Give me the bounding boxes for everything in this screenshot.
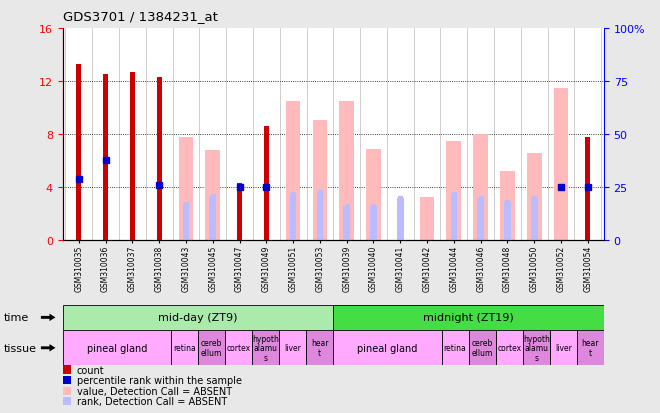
Bar bbox=[77, 65, 81, 241]
Bar bbox=[523, 330, 550, 366]
Bar bbox=[313, 120, 327, 241]
Bar bbox=[183, 205, 189, 241]
Bar bbox=[171, 330, 198, 366]
Bar bbox=[306, 330, 333, 366]
Bar bbox=[103, 75, 108, 241]
Bar bbox=[286, 102, 300, 241]
Bar bbox=[451, 194, 457, 241]
Bar bbox=[370, 207, 377, 241]
Bar bbox=[130, 73, 135, 241]
Bar bbox=[554, 88, 568, 241]
Text: hear
t: hear t bbox=[581, 339, 599, 357]
Bar bbox=[179, 138, 193, 241]
Bar bbox=[504, 203, 511, 241]
Bar bbox=[63, 330, 171, 366]
Text: percentile rank within the sample: percentile rank within the sample bbox=[77, 375, 242, 385]
Bar bbox=[279, 330, 306, 366]
Bar bbox=[225, 330, 252, 366]
Bar bbox=[397, 198, 404, 241]
Bar bbox=[290, 194, 296, 241]
Text: pineal gland: pineal gland bbox=[86, 343, 147, 353]
Bar bbox=[420, 197, 434, 241]
Bar bbox=[527, 153, 542, 241]
Bar bbox=[577, 330, 604, 366]
Bar bbox=[447, 142, 461, 241]
Text: retina: retina bbox=[173, 344, 196, 352]
Bar bbox=[477, 198, 484, 241]
Text: tissue: tissue bbox=[3, 343, 36, 353]
Text: liver: liver bbox=[555, 344, 572, 352]
Bar bbox=[264, 127, 269, 241]
Text: cereb
ellum: cereb ellum bbox=[471, 339, 493, 357]
Bar bbox=[63, 305, 333, 330]
Text: count: count bbox=[77, 365, 104, 375]
Bar bbox=[473, 135, 488, 241]
Text: hypoth
alamu
s: hypoth alamu s bbox=[252, 334, 279, 362]
Text: pineal gland: pineal gland bbox=[357, 343, 418, 353]
Text: hear
t: hear t bbox=[311, 339, 329, 357]
Bar bbox=[469, 330, 496, 366]
Bar bbox=[366, 150, 381, 241]
Text: retina: retina bbox=[444, 344, 467, 352]
Text: mid-day (ZT9): mid-day (ZT9) bbox=[158, 313, 238, 323]
Text: cortex: cortex bbox=[226, 344, 251, 352]
Text: midnight (ZT19): midnight (ZT19) bbox=[423, 313, 514, 323]
Text: value, Detection Call = ABSENT: value, Detection Call = ABSENT bbox=[77, 386, 232, 396]
Bar bbox=[237, 184, 242, 241]
Text: time: time bbox=[3, 313, 28, 323]
Text: GDS3701 / 1384231_at: GDS3701 / 1384231_at bbox=[63, 10, 218, 23]
Bar bbox=[496, 330, 523, 366]
Bar bbox=[442, 330, 469, 366]
Bar bbox=[205, 151, 220, 241]
Bar bbox=[550, 330, 577, 366]
Bar bbox=[198, 330, 225, 366]
Bar bbox=[333, 305, 604, 330]
Bar bbox=[209, 196, 216, 241]
Bar bbox=[156, 78, 162, 241]
Bar bbox=[333, 330, 442, 366]
Bar bbox=[500, 172, 515, 241]
Bar bbox=[343, 207, 350, 241]
Bar bbox=[317, 192, 323, 241]
Bar bbox=[252, 330, 279, 366]
Text: hypoth
alamu
s: hypoth alamu s bbox=[523, 334, 550, 362]
Text: cereb
ellum: cereb ellum bbox=[201, 339, 222, 357]
Bar bbox=[585, 138, 590, 241]
Text: liver: liver bbox=[284, 344, 301, 352]
Bar bbox=[339, 102, 354, 241]
Bar bbox=[531, 198, 537, 241]
Text: cortex: cortex bbox=[497, 344, 521, 352]
Text: rank, Detection Call = ABSENT: rank, Detection Call = ABSENT bbox=[77, 396, 227, 406]
